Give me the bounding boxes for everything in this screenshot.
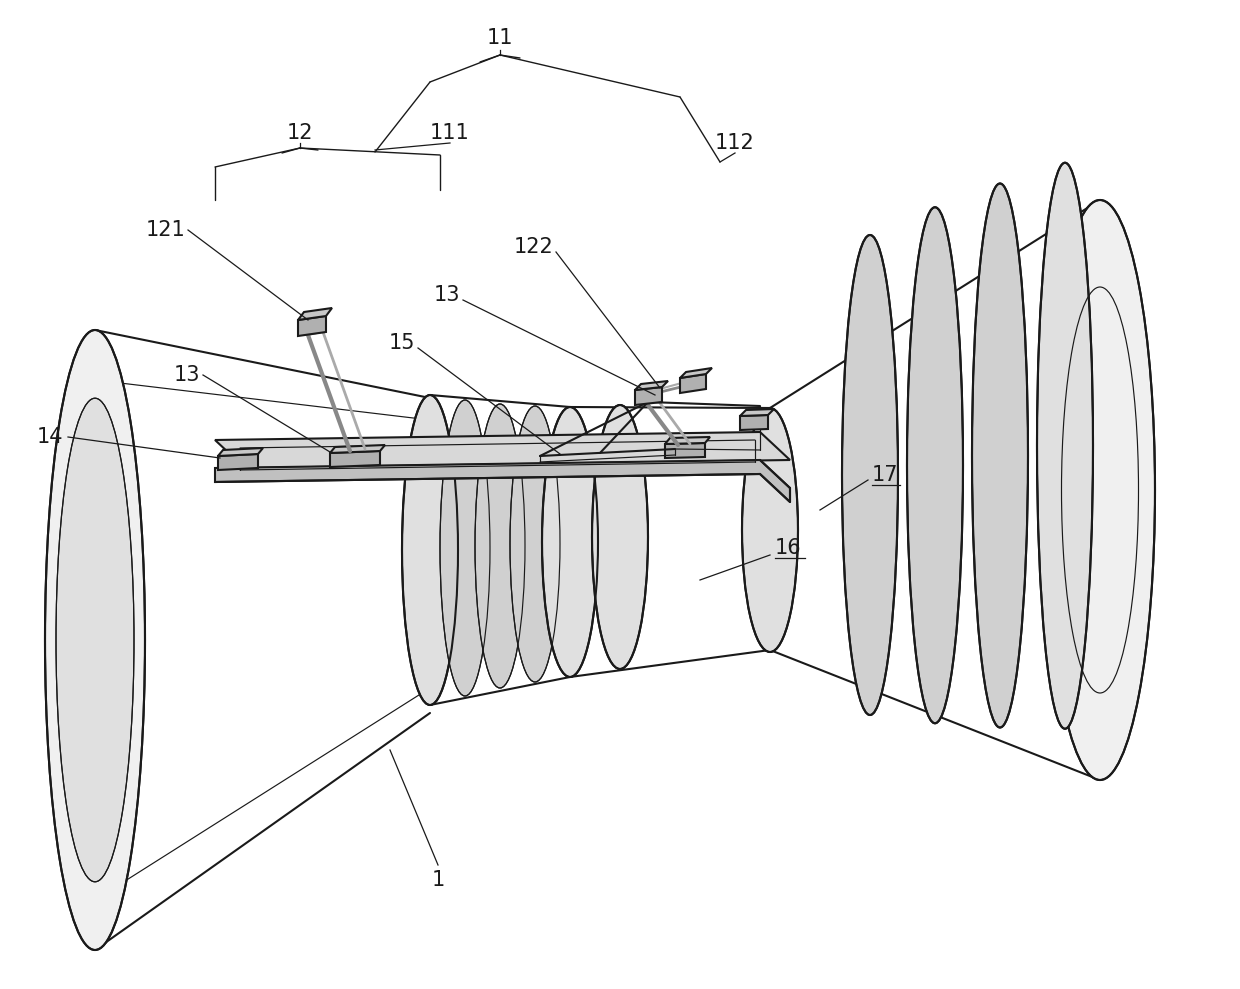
Ellipse shape [591,405,649,669]
Polygon shape [680,368,712,378]
Ellipse shape [402,395,458,705]
Text: 12: 12 [286,123,314,143]
Polygon shape [665,443,706,458]
Ellipse shape [972,184,1028,728]
Ellipse shape [742,408,799,652]
Ellipse shape [440,400,490,696]
Ellipse shape [510,406,560,682]
Ellipse shape [475,404,525,688]
Ellipse shape [1045,200,1154,780]
Text: 122: 122 [513,237,553,257]
Ellipse shape [45,330,145,950]
Polygon shape [330,445,384,453]
Polygon shape [740,415,768,430]
Ellipse shape [906,208,963,723]
Ellipse shape [56,399,134,882]
Text: 15: 15 [388,333,415,353]
Ellipse shape [842,235,898,715]
Text: 14: 14 [36,427,63,447]
Text: 11: 11 [487,28,513,48]
Ellipse shape [542,407,598,677]
Polygon shape [665,437,711,444]
Polygon shape [635,387,662,405]
Polygon shape [215,432,790,468]
Polygon shape [218,448,263,456]
Polygon shape [680,374,706,393]
Polygon shape [298,308,332,320]
Text: 13: 13 [434,285,460,305]
Text: 1: 1 [432,870,445,890]
Polygon shape [635,381,668,390]
Text: 17: 17 [872,465,899,485]
Text: 121: 121 [145,220,185,240]
Ellipse shape [1037,163,1092,729]
Text: 16: 16 [775,538,801,558]
Polygon shape [218,454,258,470]
Polygon shape [298,316,326,336]
Text: 111: 111 [430,123,470,143]
Polygon shape [330,451,379,467]
Polygon shape [215,460,790,502]
Text: 13: 13 [174,365,200,385]
Text: 112: 112 [715,133,755,153]
Polygon shape [740,409,774,416]
